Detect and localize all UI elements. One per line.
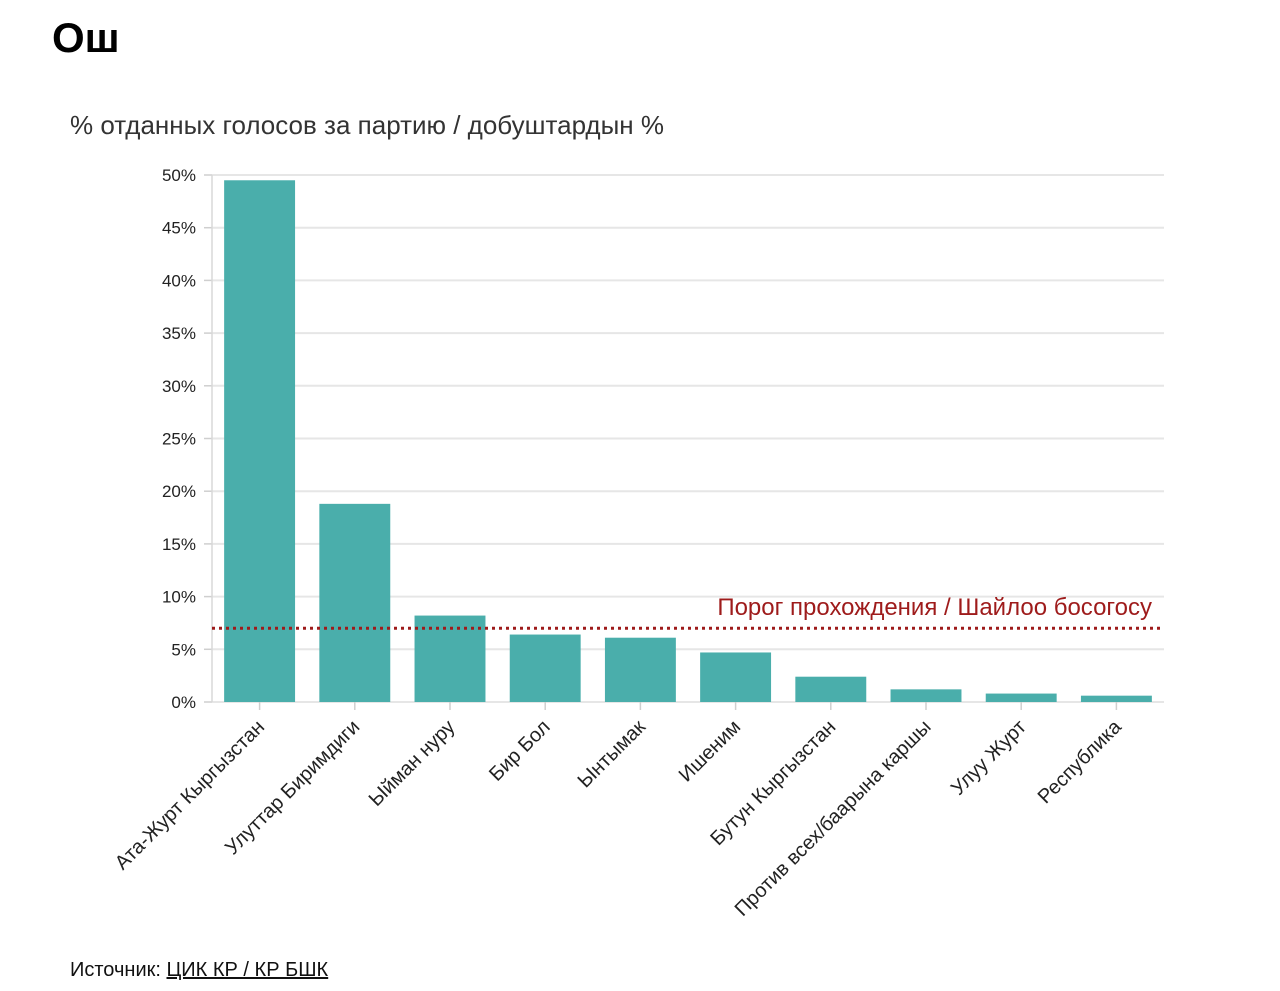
bar <box>414 615 486 702</box>
y-tick-label: 25% <box>162 430 196 449</box>
y-tick-label: 10% <box>162 588 196 607</box>
source-note: Источник: ЦИК КР / КР БШК <box>70 956 328 984</box>
x-tick-label: Ынтымак <box>574 716 650 792</box>
bar <box>700 652 772 702</box>
bar <box>224 180 296 702</box>
gridlines <box>212 174 1164 703</box>
x-tick-label: Бир Бол <box>485 716 555 786</box>
y-tick-label: 30% <box>162 377 196 396</box>
x-tick-label: Ишеним <box>675 716 745 786</box>
threshold: Порог прохождения / Шайлоо босогосу <box>212 594 1164 630</box>
y-tick-label: 45% <box>162 219 196 238</box>
source-link[interactable]: ЦИК КР / КР БШК <box>166 959 329 981</box>
page-title: Ош <box>52 14 120 61</box>
source-label: Источник: <box>70 959 161 981</box>
y-tick-label: 50% <box>162 166 196 185</box>
bar <box>795 676 867 702</box>
bar <box>509 634 581 702</box>
chart-title: % отданных голосов за партию / добуштард… <box>70 110 664 140</box>
bar <box>319 503 391 702</box>
x-tick-label: Ата-Журт Кыргызстан <box>111 716 269 874</box>
y-tick-label: 15% <box>162 535 196 554</box>
y-tick-label: 5% <box>171 640 196 659</box>
bars <box>224 180 1152 702</box>
bar <box>890 689 962 702</box>
y-axis-ticks: 0% 5% 10% 15% 20% 25% 30% 35% 40% 45% 50% <box>162 166 213 712</box>
y-tick-label: 0% <box>171 693 196 712</box>
y-tick-label: 35% <box>162 324 196 343</box>
bar <box>985 693 1057 702</box>
x-tick-label: Ыйман нуру <box>365 716 460 811</box>
threshold-label: Порог прохождения / Шайлоо босогосу <box>717 594 1152 621</box>
x-tick-label: Улуу Журт <box>947 716 1031 800</box>
bar <box>604 637 676 702</box>
y-tick-label: 40% <box>162 271 196 290</box>
x-tick-label: Против всех/баарына каршы <box>731 716 936 921</box>
y-tick-label: 20% <box>162 482 196 501</box>
bar <box>1080 695 1152 702</box>
x-tick-label: Республика <box>1034 715 1127 808</box>
